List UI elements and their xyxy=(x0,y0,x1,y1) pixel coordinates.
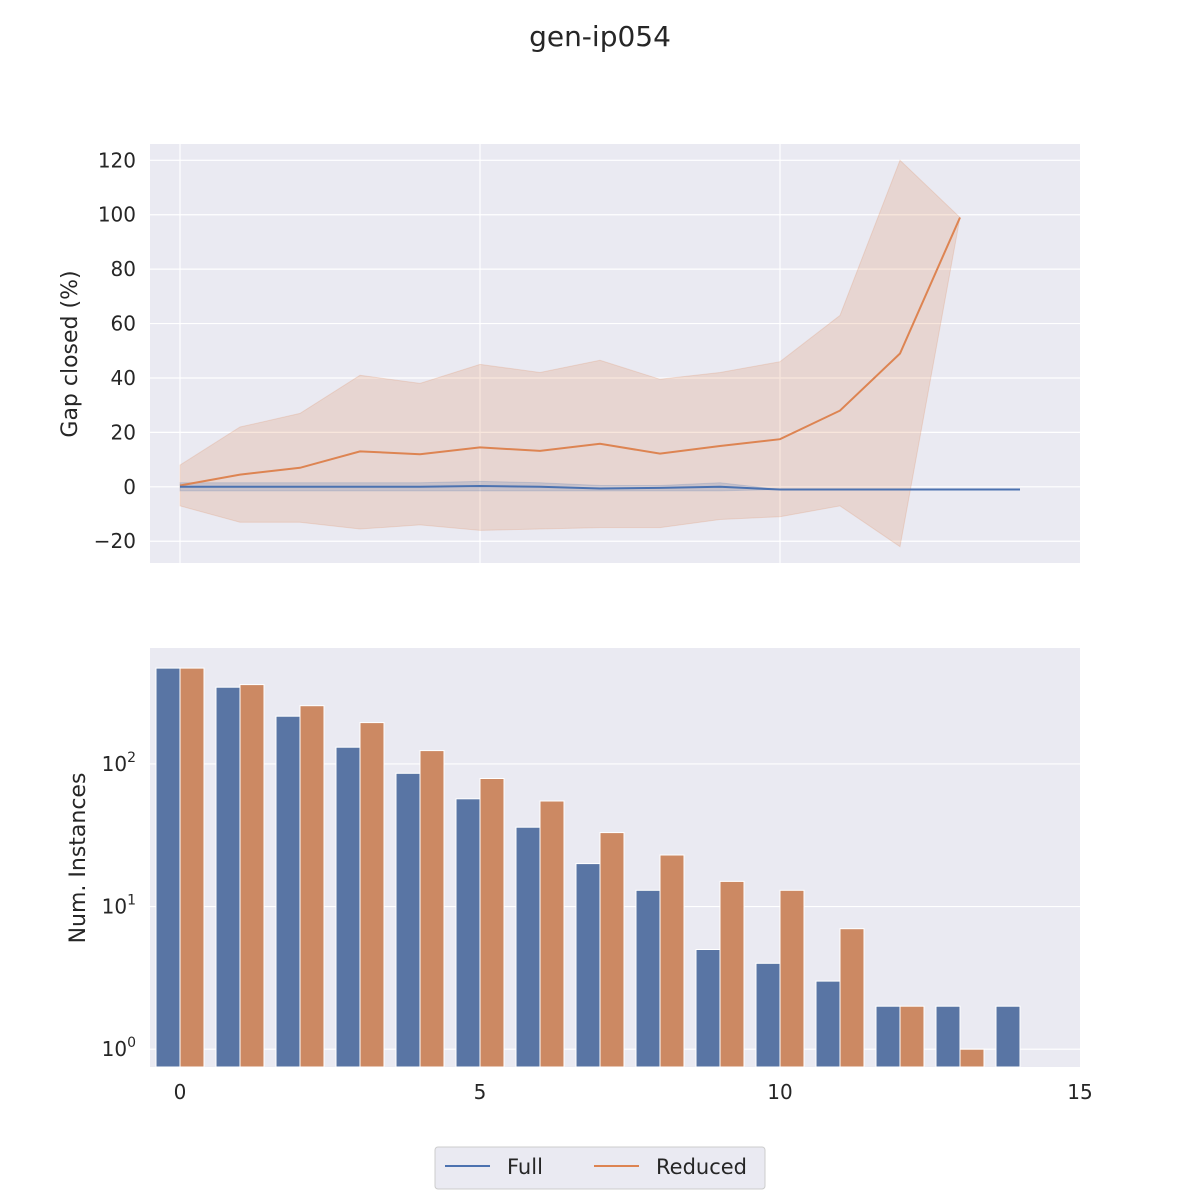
bar-reduced-2 xyxy=(299,705,325,1068)
bar-full-7 xyxy=(575,863,601,1068)
bar-reduced-11 xyxy=(839,928,865,1068)
ci-band-reduced xyxy=(179,159,961,548)
bar-reduced-8 xyxy=(659,854,685,1068)
bar-full-14 xyxy=(995,1005,1021,1068)
top-y-tick-label: 20 xyxy=(111,420,136,444)
bar-reduced-3 xyxy=(359,722,385,1068)
bottom-y-tick-label: 100 xyxy=(102,1035,136,1061)
bottom-x-tick-label: 10 xyxy=(767,1080,792,1104)
top-y-tick-label: 0 xyxy=(123,475,136,499)
bottom-x-tick-label: 0 xyxy=(174,1080,187,1104)
bar-full-8 xyxy=(635,889,661,1068)
bar-reduced-5 xyxy=(479,778,505,1068)
top-plot-area xyxy=(150,144,1080,563)
top-y-tick-label: 40 xyxy=(111,366,136,390)
bar-full-13 xyxy=(935,1005,961,1068)
bar-reduced-0 xyxy=(179,667,205,1068)
bar-full-1 xyxy=(215,686,241,1068)
bar-full-4 xyxy=(395,772,421,1068)
bar-full-9 xyxy=(695,949,721,1068)
top-y-tick-label: 80 xyxy=(111,257,136,281)
top-y-tick-label: 100 xyxy=(98,203,136,227)
bar-reduced-12 xyxy=(899,1005,925,1068)
bottom-x-tick-label: 5 xyxy=(474,1080,487,1104)
top-y-tick-label: 120 xyxy=(98,148,136,172)
bar-full-0 xyxy=(155,667,181,1068)
bar-reduced-4 xyxy=(419,750,445,1068)
bar-reduced-9 xyxy=(719,880,745,1068)
legend-reduced-label: Reduced xyxy=(656,1155,747,1179)
figure-title: gen-ip054 xyxy=(529,20,671,53)
series-line-reduced xyxy=(179,217,961,487)
top-y-tick-label: 60 xyxy=(111,312,136,336)
num-instances-axes: 100 101 102 0 5 10 15 xyxy=(102,648,1093,1104)
bar-full-5 xyxy=(455,798,481,1068)
bar-full-3 xyxy=(335,746,361,1068)
bar-reduced-1 xyxy=(239,684,265,1068)
top-y-tick-label: −20 xyxy=(94,529,136,553)
bar-full-2 xyxy=(275,715,301,1068)
bar-full-6 xyxy=(515,826,541,1068)
legend: Full Reduced xyxy=(434,1146,766,1190)
series-line-full xyxy=(180,484,1020,491)
bottom-x-tick-label: 15 xyxy=(1067,1080,1092,1104)
bottom-ylabel: Num. Instances xyxy=(66,773,91,944)
bar-reduced-6 xyxy=(539,800,565,1068)
bottom-y-tick-label: 102 xyxy=(102,750,136,776)
top-ylabel: Gap closed (%) xyxy=(58,270,83,437)
bar-full-10 xyxy=(755,962,781,1068)
bar-full-12 xyxy=(875,1005,901,1068)
bar-full-11 xyxy=(815,980,841,1068)
bar-reduced-10 xyxy=(779,889,805,1068)
legend-full-label: Full xyxy=(507,1155,543,1179)
legend-frame xyxy=(434,1146,766,1190)
bar-reduced-7 xyxy=(599,832,625,1068)
bar-reduced-13 xyxy=(959,1048,985,1068)
gap-closed-axes: −20 0 20 40 60 80 100 120 xyxy=(94,144,1080,563)
bottom-y-tick-label: 101 xyxy=(102,893,136,919)
